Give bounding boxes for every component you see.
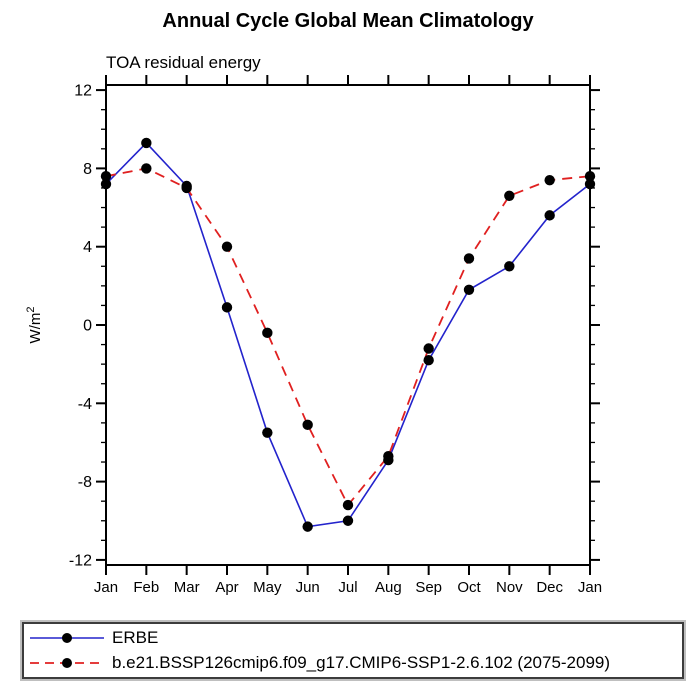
y-tick-label: 4 [83, 239, 92, 256]
model-line-sample-icon [30, 658, 104, 669]
x-tick-label: Jan [578, 579, 602, 596]
chart-title: Annual Cycle Global Mean Climatology [162, 10, 534, 32]
data-point [383, 450, 394, 462]
data-point [463, 284, 475, 295]
data-point [544, 174, 555, 186]
y-tick-label: 8 [83, 161, 92, 178]
y-tick-label: -8 [78, 474, 92, 491]
legend-label-erbe: ERBE [112, 627, 159, 647]
axis-tick-labels: -12 -8 -4 0 4 8 12 Jan Feb Mar Apr May Jun Jul Aug Sep O… [69, 83, 602, 596]
data-point [141, 137, 152, 149]
data-point [262, 427, 273, 438]
data-point [463, 253, 475, 264]
data-point [181, 182, 192, 194]
data-point [342, 499, 354, 511]
y-axis-title-base: W/m [27, 313, 44, 344]
series-line-0 [105, 141, 591, 528]
data-point [141, 163, 152, 174]
y-axis-title-superscript: 2 [25, 307, 37, 313]
x-tick-label: May [253, 579, 282, 596]
data-point-markers [100, 137, 596, 532]
x-tick-label: Mar [174, 579, 200, 596]
x-tick-label: Jul [338, 579, 357, 596]
x-tick-label: Apr [215, 579, 238, 596]
data-point [302, 521, 313, 532]
series-line-1 [105, 167, 591, 507]
data-point [342, 515, 354, 526]
data-point [262, 327, 273, 339]
plot-frame [105, 84, 591, 566]
data-point [302, 419, 313, 431]
data-point [504, 190, 515, 201]
y-axis-title: W/m2 [25, 307, 44, 344]
data-point [100, 178, 112, 190]
y-tick-label: 12 [74, 83, 92, 100]
data-point [423, 343, 434, 354]
data-series [105, 141, 591, 528]
x-tick-label: Jun [296, 579, 320, 596]
data-point [221, 241, 233, 252]
chart-subtitle: TOA residual energy [106, 53, 261, 72]
erbe-line-sample-icon [30, 632, 104, 643]
x-tick-label: Jan [94, 579, 118, 596]
x-tick-label: Dec [536, 579, 563, 596]
data-point [504, 261, 515, 272]
data-point [544, 210, 555, 221]
data-point [584, 171, 596, 182]
axis-ticks [96, 75, 600, 575]
y-tick-label: 0 [83, 318, 92, 335]
x-tick-label: Feb [133, 579, 159, 596]
y-tick-label: -4 [78, 396, 92, 413]
legend: ERBE b.e21.BSSP126cmip6.f09_g17.CMIP6-SS… [20, 620, 686, 681]
legend-item-erbe: ERBE [28, 625, 682, 651]
legend-label-model: b.e21.BSSP126cmip6.f09_g17.CMIP6-SSP1-2.… [112, 653, 611, 673]
legend-item-model: b.e21.BSSP126cmip6.f09_g17.CMIP6-SSP1-2.… [28, 651, 682, 677]
data-point [584, 178, 596, 190]
x-tick-label: Sep [415, 579, 442, 596]
data-point [423, 355, 434, 366]
x-tick-label: Aug [375, 579, 402, 596]
data-point [221, 302, 233, 313]
x-tick-label: Nov [496, 579, 523, 596]
data-point [100, 171, 112, 182]
y-tick-label: -12 [69, 552, 92, 569]
x-tick-label: Oct [457, 579, 481, 596]
